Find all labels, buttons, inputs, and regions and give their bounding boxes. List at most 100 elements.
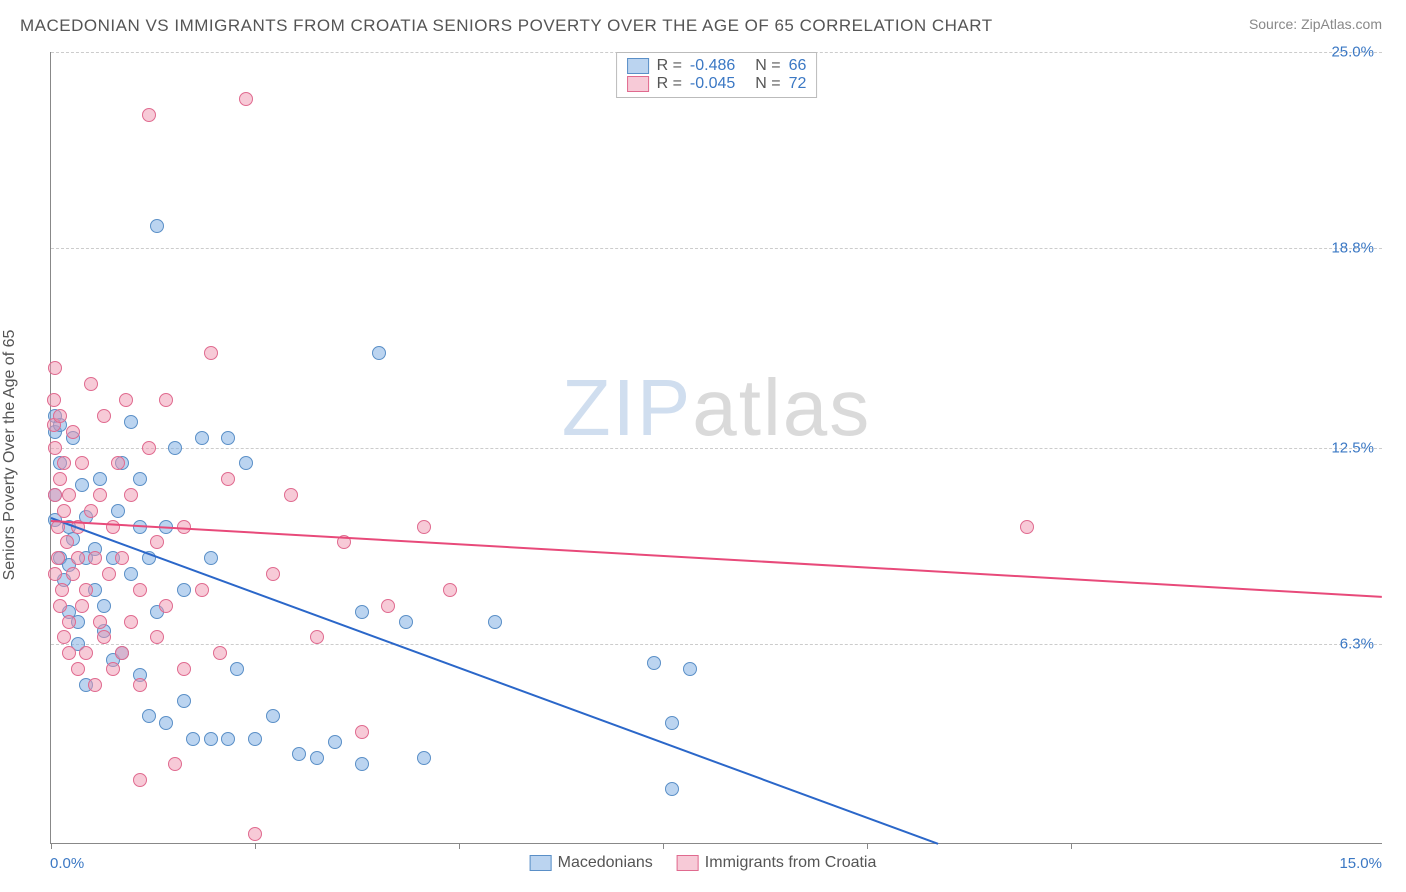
data-point	[62, 646, 76, 660]
data-point	[310, 630, 324, 644]
data-point	[142, 441, 156, 455]
data-point	[48, 488, 62, 502]
y-tick-label: 12.5%	[1331, 439, 1374, 456]
data-point	[266, 567, 280, 581]
data-point	[115, 551, 129, 565]
x-tick-mark	[663, 843, 664, 849]
source-attribution: Source: ZipAtlas.com	[1249, 16, 1382, 32]
legend-swatch	[677, 855, 699, 871]
x-tick-mark	[255, 843, 256, 849]
data-point	[417, 751, 431, 765]
data-point	[159, 393, 173, 407]
data-point	[195, 431, 209, 445]
data-point	[248, 732, 262, 746]
data-point	[239, 456, 253, 470]
trend-line	[51, 520, 1382, 598]
correlation-legend: R =-0.486N =66R =-0.045N =72	[616, 52, 818, 98]
legend-label: Macedonians	[558, 854, 653, 872]
x-tick-mark	[1071, 843, 1072, 849]
data-point	[71, 551, 85, 565]
data-point	[239, 92, 253, 106]
legend-item: Immigrants from Croatia	[677, 854, 877, 872]
data-point	[221, 472, 235, 486]
data-point	[150, 535, 164, 549]
r-label: R =	[657, 57, 682, 75]
data-point	[328, 735, 342, 749]
data-point	[213, 646, 227, 660]
watermark-atlas: atlas	[692, 363, 871, 452]
data-point	[48, 441, 62, 455]
data-point	[150, 219, 164, 233]
data-point	[75, 456, 89, 470]
data-point	[97, 409, 111, 423]
n-label: N =	[755, 75, 780, 93]
gridline	[51, 644, 1382, 645]
legend-swatch	[627, 76, 649, 92]
r-value: -0.486	[690, 57, 735, 75]
data-point	[106, 662, 120, 676]
data-point	[665, 782, 679, 796]
data-point	[142, 709, 156, 723]
x-tick-mark	[867, 843, 868, 849]
data-point	[355, 757, 369, 771]
data-point	[53, 409, 67, 423]
data-point	[93, 472, 107, 486]
data-point	[71, 662, 85, 676]
data-point	[204, 551, 218, 565]
source-link[interactable]: ZipAtlas.com	[1301, 16, 1382, 32]
data-point	[51, 551, 65, 565]
data-point	[62, 488, 76, 502]
data-point	[97, 599, 111, 613]
correlation-row: R =-0.486N =66	[627, 57, 807, 75]
x-tick-mark	[51, 843, 52, 849]
x-axis-min-label: 0.0%	[50, 855, 84, 872]
gridline	[51, 448, 1382, 449]
y-axis-label: Seniors Poverty Over the Age of 65	[1, 330, 19, 581]
data-point	[195, 583, 209, 597]
data-point	[665, 716, 679, 730]
data-point	[57, 504, 71, 518]
data-point	[124, 415, 138, 429]
data-point	[1020, 520, 1034, 534]
data-point	[48, 361, 62, 375]
data-point	[124, 567, 138, 581]
data-point	[115, 646, 129, 660]
data-point	[310, 751, 324, 765]
data-point	[133, 678, 147, 692]
data-point	[84, 504, 98, 518]
correlation-row: R =-0.045N =72	[627, 75, 807, 93]
data-point	[102, 567, 116, 581]
y-tick-label: 6.3%	[1340, 635, 1374, 652]
data-point	[66, 567, 80, 581]
data-point	[55, 583, 69, 597]
data-point	[221, 431, 235, 445]
y-tick-label: 18.8%	[1331, 240, 1374, 257]
data-point	[111, 456, 125, 470]
data-point	[93, 488, 107, 502]
y-tick-label: 25.0%	[1331, 44, 1374, 61]
data-point	[284, 488, 298, 502]
series-legend: Macedonians Immigrants from Croatia	[530, 854, 877, 872]
n-label: N =	[755, 57, 780, 75]
source-prefix: Source:	[1249, 16, 1301, 32]
data-point	[88, 678, 102, 692]
data-point	[111, 504, 125, 518]
data-point	[292, 747, 306, 761]
data-point	[97, 630, 111, 644]
data-point	[488, 615, 502, 629]
data-point	[443, 583, 457, 597]
data-point	[79, 583, 93, 597]
data-point	[177, 583, 191, 597]
watermark-zip: ZIP	[562, 363, 692, 452]
data-point	[372, 346, 386, 360]
data-point	[355, 605, 369, 619]
data-point	[159, 716, 173, 730]
data-point	[48, 567, 62, 581]
legend-item: Macedonians	[530, 854, 653, 872]
data-point	[75, 478, 89, 492]
data-point	[248, 827, 262, 841]
data-point	[66, 425, 80, 439]
data-point	[159, 599, 173, 613]
scatter-plot-area: ZIPatlas R =-0.486N =66R =-0.045N =72 6.…	[50, 52, 1382, 844]
x-axis-max-label: 15.0%	[1339, 855, 1382, 872]
